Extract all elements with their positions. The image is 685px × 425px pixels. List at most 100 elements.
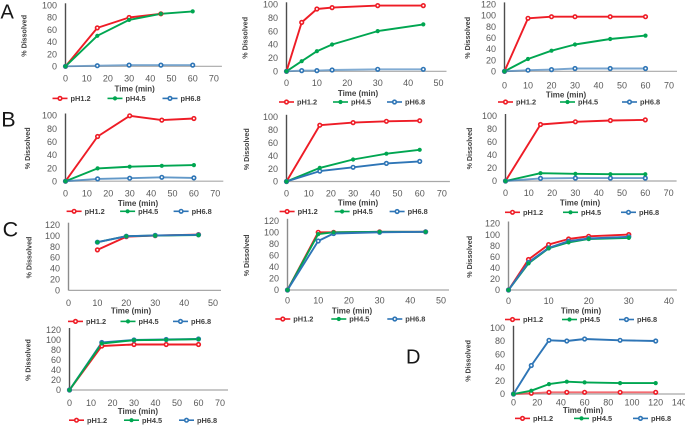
svg-text:40: 40 bbox=[150, 398, 160, 408]
svg-text:% Dissolved: % Dissolved bbox=[243, 235, 251, 277]
svg-text:Time (min): Time (min) bbox=[338, 198, 379, 207]
svg-text:30: 30 bbox=[570, 188, 580, 198]
svg-text:80: 80 bbox=[47, 124, 57, 134]
svg-text:30: 30 bbox=[373, 78, 383, 88]
svg-text:pH4.5: pH4.5 bbox=[592, 414, 612, 423]
svg-text:10: 10 bbox=[313, 296, 323, 306]
svg-text:50: 50 bbox=[166, 74, 176, 84]
svg-text:D: D bbox=[406, 346, 420, 368]
svg-text:pH1.2: pH1.2 bbox=[516, 98, 536, 107]
svg-text:60: 60 bbox=[487, 137, 497, 147]
svg-text:20: 20 bbox=[490, 274, 500, 284]
svg-text:0: 0 bbox=[56, 385, 61, 395]
svg-text:80: 80 bbox=[51, 345, 61, 355]
svg-text:40: 40 bbox=[664, 296, 674, 306]
svg-text:C: C bbox=[3, 218, 19, 242]
svg-text:20: 20 bbox=[107, 398, 117, 408]
svg-text:80: 80 bbox=[268, 13, 278, 23]
svg-text:100: 100 bbox=[45, 231, 60, 241]
svg-text:100: 100 bbox=[42, 111, 57, 121]
svg-text:40: 40 bbox=[487, 150, 497, 160]
svg-text:Time (min): Time (min) bbox=[338, 89, 379, 98]
svg-text:60: 60 bbox=[50, 253, 60, 263]
svg-text:Time (min): Time (min) bbox=[332, 307, 373, 316]
svg-text:0: 0 bbox=[52, 176, 57, 186]
svg-text:20: 20 bbox=[47, 163, 57, 173]
svg-text:50: 50 bbox=[436, 296, 446, 306]
svg-text:pH4.5: pH4.5 bbox=[578, 98, 598, 107]
svg-text:% Dissolved: % Dissolved bbox=[24, 127, 32, 169]
svg-text:pH4.5: pH4.5 bbox=[142, 416, 162, 425]
svg-text:20: 20 bbox=[269, 274, 279, 284]
svg-text:10: 10 bbox=[304, 189, 314, 199]
svg-text:10: 10 bbox=[86, 398, 96, 408]
svg-text:0: 0 bbox=[63, 74, 68, 84]
svg-text:0: 0 bbox=[506, 296, 511, 306]
svg-text:50: 50 bbox=[167, 188, 177, 198]
svg-text:Time (min): Time (min) bbox=[118, 199, 159, 208]
svg-text:70: 70 bbox=[437, 189, 447, 199]
svg-text:60: 60 bbox=[486, 33, 496, 43]
svg-text:40: 40 bbox=[268, 40, 278, 50]
svg-text:60: 60 bbox=[268, 138, 278, 148]
svg-text:120: 120 bbox=[46, 325, 61, 335]
svg-text:pH1.2: pH1.2 bbox=[523, 208, 543, 217]
svg-text:60: 60 bbox=[268, 26, 278, 36]
svg-text:pH4.5: pH4.5 bbox=[139, 317, 159, 326]
svg-text:50: 50 bbox=[617, 81, 627, 91]
svg-text:pH1.2: pH1.2 bbox=[85, 207, 105, 216]
svg-text:20: 20 bbox=[103, 74, 113, 84]
svg-text:30: 30 bbox=[125, 188, 135, 198]
svg-text:60: 60 bbox=[415, 189, 425, 199]
svg-text:pH1.2: pH1.2 bbox=[533, 414, 553, 423]
svg-text:pH6.8: pH6.8 bbox=[639, 208, 659, 217]
svg-text:pH1.2: pH1.2 bbox=[87, 416, 107, 425]
svg-text:40: 40 bbox=[405, 296, 415, 306]
svg-text:pH6.8: pH6.8 bbox=[191, 317, 211, 326]
svg-text:20: 20 bbox=[546, 81, 556, 91]
svg-text:50: 50 bbox=[208, 298, 218, 308]
svg-text:30: 30 bbox=[129, 398, 139, 408]
svg-text:40: 40 bbox=[47, 37, 57, 47]
svg-text:120: 120 bbox=[45, 220, 60, 230]
svg-text:% Dissolved: % Dissolved bbox=[466, 236, 474, 278]
svg-text:0: 0 bbox=[492, 176, 497, 186]
svg-text:70: 70 bbox=[664, 188, 674, 198]
svg-text:40: 40 bbox=[47, 150, 57, 160]
svg-text:pH1.2: pH1.2 bbox=[523, 315, 543, 324]
svg-text:50: 50 bbox=[433, 78, 443, 88]
svg-text:70: 70 bbox=[209, 74, 219, 84]
svg-text:70: 70 bbox=[664, 81, 674, 91]
svg-text:100: 100 bbox=[482, 111, 497, 121]
svg-text:A: A bbox=[1, 2, 15, 24]
svg-text:0: 0 bbox=[500, 389, 505, 399]
svg-text:20: 20 bbox=[326, 189, 336, 199]
svg-text:100: 100 bbox=[485, 230, 500, 240]
svg-text:20: 20 bbox=[268, 164, 278, 174]
svg-text:pH4.5: pH4.5 bbox=[351, 98, 371, 107]
svg-text:60: 60 bbox=[193, 398, 203, 408]
svg-text:80: 80 bbox=[486, 22, 496, 32]
svg-text:10: 10 bbox=[312, 78, 322, 88]
svg-text:20: 20 bbox=[268, 53, 278, 63]
svg-text:80: 80 bbox=[47, 13, 57, 23]
svg-text:B: B bbox=[1, 107, 15, 131]
svg-text:40: 40 bbox=[51, 365, 61, 375]
svg-text:pH6.8: pH6.8 bbox=[405, 315, 425, 324]
svg-text:40: 40 bbox=[269, 262, 279, 272]
svg-text:40: 40 bbox=[593, 81, 603, 91]
svg-text:20: 20 bbox=[532, 397, 542, 407]
svg-text:20: 20 bbox=[50, 275, 60, 285]
svg-text:40: 40 bbox=[370, 189, 380, 199]
svg-text:10: 10 bbox=[544, 296, 554, 306]
svg-text:Time (min): Time (min) bbox=[563, 406, 604, 415]
svg-text:20: 20 bbox=[495, 376, 505, 386]
svg-text:60: 60 bbox=[640, 81, 650, 91]
svg-text:120: 120 bbox=[648, 397, 663, 407]
svg-text:pH1.2: pH1.2 bbox=[71, 94, 91, 103]
svg-text:60: 60 bbox=[51, 355, 61, 365]
svg-text:Time (min): Time (min) bbox=[118, 407, 159, 416]
svg-text:40: 40 bbox=[50, 264, 60, 274]
svg-text:100: 100 bbox=[264, 228, 279, 238]
svg-text:100: 100 bbox=[42, 1, 57, 11]
